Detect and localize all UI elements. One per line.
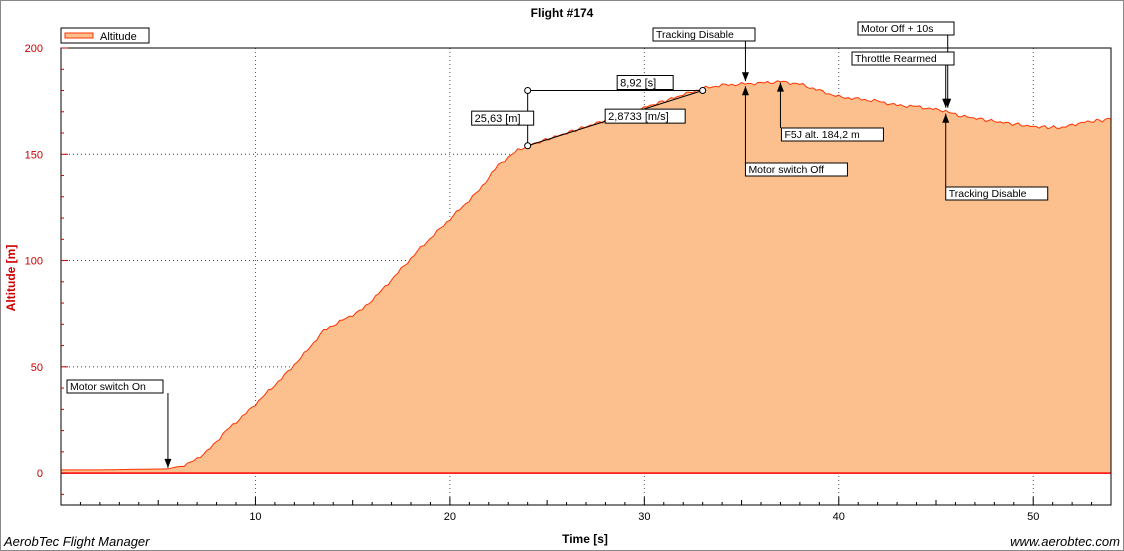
annot-motor-off-10s-box (857, 21, 955, 36)
annot-throttle-rearmed-label: Throttle Rearmed (855, 53, 937, 65)
annot-tracking-disable-1-label: Tracking Disable (656, 29, 734, 41)
annot-motor-off-label: Motor switch Off (748, 164, 824, 176)
annot-f5j-box (780, 127, 884, 142)
annot-motor-off-box (744, 162, 848, 177)
legend: Altitude (60, 27, 150, 44)
annot-tracking-disable-2-box (945, 186, 1049, 201)
measure-rate-label: 2,8733 [m/s] (608, 111, 669, 123)
footer-left: AerobTec Flight Manager (3, 534, 150, 549)
x-tick-label: 10 (249, 511, 261, 523)
chart-title: Flight #174 (531, 6, 594, 20)
y-tick-label: 100 (25, 256, 43, 268)
annot-motor-on-arrow-head (164, 458, 172, 468)
annot-throttle-rearmed-arrow-head (942, 98, 950, 108)
annot-tracking-disable-2-label: Tracking Disable (949, 188, 1027, 200)
measure-duration-box (616, 75, 674, 91)
annotations-layer: Motor switch On Tracking Disable Motor swi… (66, 21, 1049, 468)
annot-tracking-disable-2-arrow-head (942, 113, 950, 123)
measure-start-point (524, 142, 532, 150)
x-tick-label: 20 (444, 511, 456, 523)
annot-motor-off-10s-label: Motor Off + 10s (861, 23, 933, 35)
footer-right: www.aerobtec.com (1010, 534, 1120, 549)
measure-rate-box (604, 108, 686, 124)
annot-tracking-disable-1-box (652, 27, 756, 42)
legend-box (60, 27, 150, 44)
annot-motor-on-label: Motor switch On (70, 381, 146, 393)
x-tick-label: 50 (1027, 511, 1039, 523)
legend-label: Altitude (100, 31, 137, 43)
measure-end-point (699, 87, 707, 95)
measure-altitude-gain-box (471, 110, 535, 126)
y-tick-label: 0 (37, 468, 43, 480)
x-tick-label: 30 (638, 511, 650, 523)
measurement-layer: 25,63 [m] 8,92 [s] 2,8733 [m/s] (471, 75, 707, 150)
x-tick-label: 40 (833, 511, 845, 523)
y-tick-label: 200 (25, 43, 43, 55)
axis-ticks: 10 20 30 40 50 0 50 100 150 200 (25, 43, 1112, 523)
legend-swatch (64, 32, 94, 39)
annot-throttle-rearmed-box (851, 51, 955, 66)
measure-corner-point (524, 87, 532, 95)
y-tick-label: 150 (25, 149, 43, 161)
annot-tracking-disable-1-arrow-head (741, 72, 749, 82)
annot-f5j-label: F5J alt. 184,2 m (784, 129, 860, 141)
annot-f5j-arrow-head (776, 82, 784, 92)
series-area (61, 80, 1112, 474)
y-axis-label: Altitude [m] (4, 245, 18, 312)
series-line-0 (61, 80, 1112, 471)
measure-duration-label: 8,92 [s] (620, 78, 656, 90)
measure-altitude-gain-label: 25,63 [m] (475, 113, 521, 125)
annot-motor-on-box (66, 379, 164, 394)
annot-motor-off-arrow-head (741, 86, 749, 96)
x-axis-label: Time [s] (562, 532, 608, 546)
y-tick-label: 50 (31, 362, 43, 374)
series-fill-0 (61, 80, 1111, 474)
